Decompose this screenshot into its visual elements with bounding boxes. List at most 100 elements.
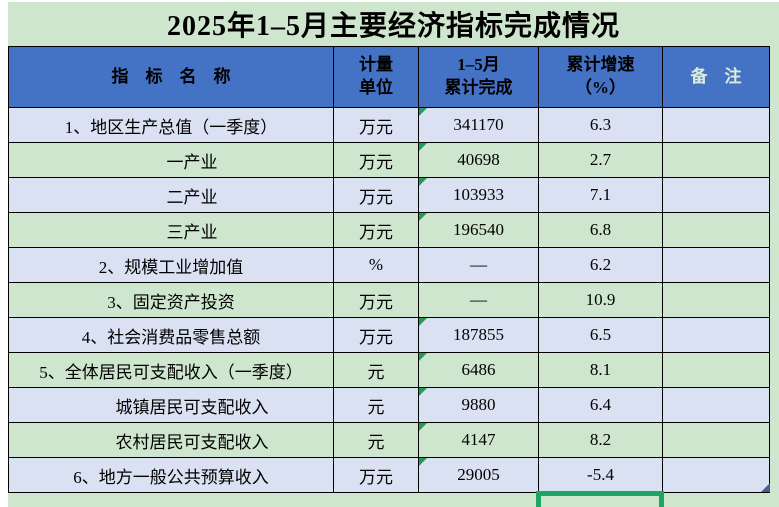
indicator-cell[interactable]: 5、全体居民可支配收入（一季度） bbox=[8, 352, 334, 388]
unit-cell[interactable]: 元 bbox=[333, 352, 419, 388]
unit-cell[interactable]: 万元 bbox=[333, 177, 419, 213]
value-cell[interactable]: — bbox=[418, 282, 539, 318]
value-text: 196540 bbox=[453, 220, 504, 239]
table-row: 3、固定资产投资 万元 — 10.9 bbox=[8, 282, 770, 318]
error-marker-icon bbox=[419, 318, 427, 326]
value-cell[interactable]: 9880 bbox=[418, 387, 539, 423]
remark-cell[interactable] bbox=[662, 457, 770, 493]
error-marker-icon bbox=[419, 143, 427, 151]
indicator-cell[interactable]: 城镇居民可支配收入 bbox=[8, 387, 334, 423]
value-text: 9880 bbox=[461, 395, 496, 414]
unit-cell[interactable]: 万元 bbox=[333, 317, 419, 353]
growth-cell[interactable]: 10.9 bbox=[538, 282, 663, 318]
unit-cell[interactable]: % bbox=[333, 247, 419, 283]
value-cell[interactable]: 40698 bbox=[418, 142, 539, 178]
error-marker-icon bbox=[419, 178, 427, 186]
value-text: 341170 bbox=[453, 115, 504, 134]
remark-cell[interactable] bbox=[662, 247, 770, 283]
remark-cell[interactable] bbox=[662, 387, 770, 423]
remark-cell[interactable] bbox=[662, 107, 770, 143]
indicator-cell[interactable]: 2、规模工业增加值 bbox=[8, 247, 334, 283]
growth-cell[interactable]: 6.2 bbox=[538, 247, 663, 283]
indicator-cell[interactable]: 一产业 bbox=[8, 142, 334, 178]
growth-cell[interactable]: 6.4 bbox=[538, 387, 663, 423]
indicator-cell[interactable]: 6、地方一般公共预算收入 bbox=[8, 457, 334, 493]
col-header-remark[interactable]: 备 注 bbox=[662, 46, 770, 108]
unit-cell[interactable]: 万元 bbox=[333, 457, 419, 493]
unit-cell[interactable]: 万元 bbox=[333, 212, 419, 248]
error-marker-icon bbox=[419, 353, 427, 361]
col-header-unit-line1: 计量 bbox=[359, 55, 393, 75]
growth-cell[interactable]: 6.5 bbox=[538, 317, 663, 353]
remark-cell[interactable] bbox=[662, 212, 770, 248]
value-cell[interactable]: 4147 bbox=[418, 422, 539, 458]
indicator-cell[interactable]: 农村居民可支配收入 bbox=[8, 422, 334, 458]
growth-cell[interactable]: 8.2 bbox=[538, 422, 663, 458]
value-text: 103933 bbox=[453, 185, 504, 204]
page-title: 2025年1–5月主要经济指标完成情况 bbox=[166, 11, 620, 42]
error-marker-icon bbox=[419, 213, 427, 221]
growth-cell[interactable]: 7.1 bbox=[538, 177, 663, 213]
indicator-cell[interactable]: 4、社会消费品零售总额 bbox=[8, 317, 334, 353]
table-row: 城镇居民可支配收入 元 9880 6.4 bbox=[8, 387, 770, 423]
remark-cell[interactable] bbox=[662, 282, 770, 318]
table-row: 2、规模工业增加值 % — 6.2 bbox=[8, 247, 770, 283]
indicator-cell[interactable]: 3、固定资产投资 bbox=[8, 282, 334, 318]
value-cell[interactable]: 196540 bbox=[418, 212, 539, 248]
table-row: 4、社会消费品零售总额 万元 187855 6.5 bbox=[8, 317, 770, 353]
unit-cell[interactable]: 万元 bbox=[333, 282, 419, 318]
col-header-growth-line2: （%） bbox=[575, 78, 626, 97]
error-marker-icon bbox=[419, 108, 427, 116]
col-header-growth-line1: 累计增速 bbox=[566, 55, 635, 75]
value-cell[interactable]: 29005 bbox=[418, 457, 539, 493]
left-margin-strip bbox=[0, 0, 8, 507]
title-cell[interactable]: 2025年1–5月主要经济指标完成情况 bbox=[8, 2, 779, 46]
value-cell[interactable]: 341170 bbox=[418, 107, 539, 143]
table-row: 二产业 万元 103933 7.1 bbox=[8, 177, 770, 213]
col-header-completed[interactable]: 1–5月 累计完成 bbox=[418, 46, 539, 108]
value-text: 4147 bbox=[461, 430, 496, 449]
col-header-growth[interactable]: 累计增速 （%） bbox=[538, 46, 663, 108]
table-row: 5、全体居民可支配收入（一季度） 元 6486 8.1 bbox=[8, 352, 770, 388]
unit-cell[interactable]: 元 bbox=[333, 422, 419, 458]
active-cell-selection-border[interactable] bbox=[536, 491, 664, 507]
value-text: 6486 bbox=[461, 360, 496, 379]
unit-cell[interactable]: 元 bbox=[333, 387, 419, 423]
col-header-indicator[interactable]: 指 标 名 称 bbox=[8, 46, 334, 108]
remark-cell[interactable] bbox=[662, 142, 770, 178]
error-marker-icon bbox=[419, 458, 427, 466]
col-header-completed-line1: 1–5月 bbox=[457, 55, 500, 75]
col-header-completed-line2: 累计完成 bbox=[444, 78, 513, 97]
col-header-unit[interactable]: 计量 单位 bbox=[333, 46, 419, 108]
indicator-cell[interactable]: 1、地区生产总值（一季度） bbox=[8, 107, 334, 143]
table-row: 1、地区生产总值（一季度） 万元 341170 6.3 bbox=[8, 107, 770, 143]
value-cell[interactable]: 187855 bbox=[418, 317, 539, 353]
value-cell[interactable]: 103933 bbox=[418, 177, 539, 213]
remark-cell[interactable] bbox=[662, 422, 770, 458]
indicators-table: 指 标 名 称 计量 单位 1–5月 累计完成 累计增速 （%） 备 注 1、地… bbox=[8, 46, 770, 493]
value-text: 187855 bbox=[453, 325, 504, 344]
growth-cell[interactable]: 6.8 bbox=[538, 212, 663, 248]
value-text: 29005 bbox=[457, 465, 500, 484]
unit-cell[interactable]: 万元 bbox=[333, 107, 419, 143]
remark-cell[interactable] bbox=[662, 177, 770, 213]
growth-cell[interactable]: 6.3 bbox=[538, 107, 663, 143]
indicator-cell[interactable]: 三产业 bbox=[8, 212, 334, 248]
growth-cell[interactable]: 8.1 bbox=[538, 352, 663, 388]
growth-cell[interactable]: 2.7 bbox=[538, 142, 663, 178]
unit-cell[interactable]: 万元 bbox=[333, 142, 419, 178]
value-cell[interactable]: 6486 bbox=[418, 352, 539, 388]
table-row: 农村居民可支配收入 元 4147 8.2 bbox=[8, 422, 770, 458]
growth-cell[interactable]: -5.4 bbox=[538, 457, 663, 493]
corner-triangle-icon bbox=[761, 483, 770, 492]
table-row: 6、地方一般公共预算收入 万元 29005 -5.4 bbox=[8, 457, 770, 493]
col-header-unit-line2: 单位 bbox=[359, 78, 393, 97]
error-marker-icon bbox=[419, 423, 427, 431]
error-marker-icon bbox=[419, 388, 427, 396]
top-margin-strip bbox=[0, 0, 779, 2]
table-header-row: 指 标 名 称 计量 单位 1–5月 累计完成 累计增速 （%） 备 注 bbox=[8, 46, 770, 108]
value-cell[interactable]: — bbox=[418, 247, 539, 283]
remark-cell[interactable] bbox=[662, 317, 770, 353]
remark-cell[interactable] bbox=[662, 352, 770, 388]
indicator-cell[interactable]: 二产业 bbox=[8, 177, 334, 213]
